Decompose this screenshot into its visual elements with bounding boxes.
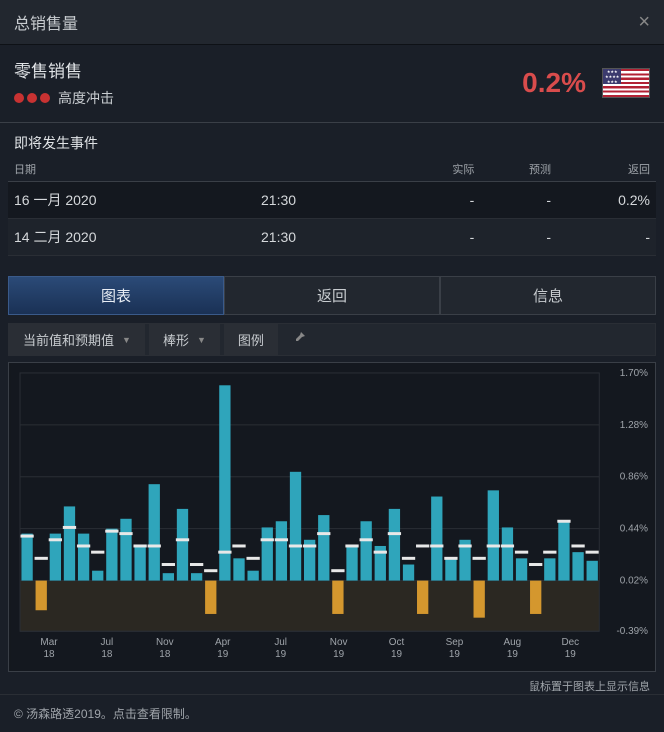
impact-dots [14,93,50,103]
chevron-down-icon: ▼ [197,335,206,345]
tab-1[interactable]: 返回 [224,276,440,315]
chart-area[interactable]: -0.39%0.02%0.44%0.86%1.28%1.70%Mar18Jul1… [8,362,656,672]
table-header: 返回 [557,157,656,182]
svg-text:0.86%: 0.86% [620,472,648,483]
svg-text:19: 19 [217,649,229,660]
summary-section: 零售销售 高度冲击 0.2% [0,45,664,123]
impact-label: 高度冲击 [58,88,114,108]
indicator-title: 零售销售 [14,57,114,82]
svg-text:Jul: Jul [101,637,114,648]
table-cell: 0.2% [557,182,656,219]
svg-text:Apr: Apr [215,637,231,648]
settings-icon[interactable] [282,325,316,354]
table-header: 日期 [8,157,221,182]
chevron-down-icon: ▼ [122,335,131,345]
svg-text:0.44%: 0.44% [620,524,648,535]
bar-chart: -0.39%0.02%0.44%0.86%1.28%1.70%Mar18Jul1… [9,363,655,671]
titlebar: 总销售量 × [0,0,664,45]
svg-text:Sep: Sep [446,637,464,648]
chart-toolbar: 当前值和预期值 ▼ 棒形 ▼ 图例 [8,323,656,356]
svg-text:18: 18 [159,649,171,660]
svg-text:Aug: Aug [504,637,522,648]
footer-copyright[interactable]: © 汤森路透2019。点击查看限制。 [0,694,664,732]
table-header: 实际 [404,157,481,182]
svg-text:19: 19 [507,649,519,660]
table-cell: - [480,219,557,256]
table-cell: - [404,219,481,256]
svg-text:1.70%: 1.70% [620,368,648,379]
legend-label: 图例 [238,330,264,349]
close-icon[interactable]: × [638,11,650,34]
svg-text:19: 19 [449,649,461,660]
table-cell: - [557,219,656,256]
svg-text:19: 19 [391,649,403,660]
svg-text:19: 19 [565,649,577,660]
table-cell: 16 一月 2020 [8,182,221,219]
table-cell: 21:30 [221,219,404,256]
svg-text:Dec: Dec [561,637,579,648]
svg-text:Nov: Nov [156,637,174,648]
svg-text:1.28%: 1.28% [620,420,648,431]
svg-text:Mar: Mar [40,637,58,648]
table-header: 预测 [480,157,557,182]
main-value: 0.2% [522,67,586,99]
series-selector-label: 当前值和预期值 [23,330,114,349]
svg-text:Nov: Nov [330,637,348,648]
tab-0[interactable]: 图表 [8,276,224,315]
svg-text:19: 19 [275,649,287,660]
table-row[interactable]: 14 二月 202021:30--- [8,219,656,256]
series-selector[interactable]: 当前值和预期值 ▼ [9,324,145,355]
upcoming-table: 日期实际预测返回 16 一月 202021:30--0.2%14 二月 2020… [8,157,656,256]
upcoming-header: 即将发生事件 [0,123,664,157]
svg-text:19: 19 [333,649,345,660]
country-flag-icon [602,68,650,98]
table-header [221,157,404,182]
tab-2[interactable]: 信息 [440,276,656,315]
table-cell: - [404,182,481,219]
chart-type-selector[interactable]: 棒形 ▼ [149,324,220,355]
svg-text:18: 18 [101,649,113,660]
svg-text:18: 18 [43,649,55,660]
table-row[interactable]: 16 一月 202021:30--0.2% [8,182,656,219]
chart-hint: 鼠标置于图表上显示信息 [0,672,664,694]
svg-text:Oct: Oct [389,637,405,648]
svg-text:Jul: Jul [274,637,287,648]
legend-toggle[interactable]: 图例 [224,324,278,355]
table-cell: 21:30 [221,182,404,219]
svg-text:-0.39%: -0.39% [617,626,649,637]
svg-text:0.02%: 0.02% [620,576,648,587]
table-cell: 14 二月 2020 [8,219,221,256]
tab-bar: 图表返回信息 [8,276,656,315]
panel-title: 总销售量 [14,10,78,34]
chart-type-label: 棒形 [163,330,189,349]
table-cell: - [480,182,557,219]
